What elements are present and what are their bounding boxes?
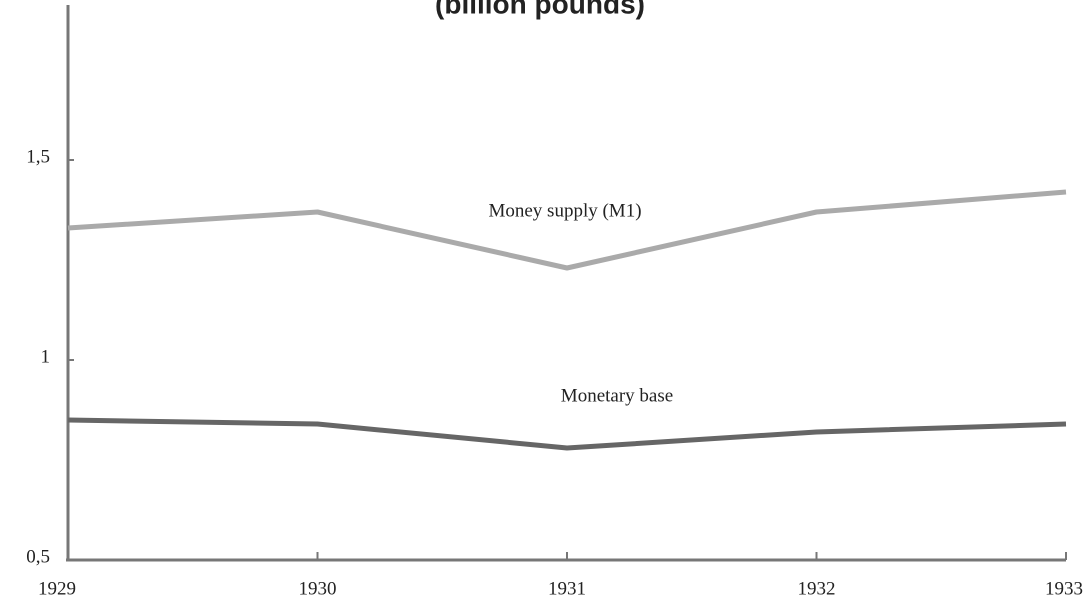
x-tick-label: 1929: [38, 578, 76, 599]
x-tick-label: 1933: [1045, 578, 1083, 599]
series-label: Monetary base: [561, 385, 673, 406]
x-tick-label: 1930: [299, 578, 337, 599]
series-line: [67, 417, 1067, 451]
x-tick-label: 1931: [548, 578, 586, 599]
series-line: [67, 189, 1067, 271]
chart-title: (billion pounds): [435, 0, 645, 19]
y-tick-label: 1: [41, 346, 51, 367]
x-tick-label: 1932: [798, 578, 836, 599]
y-tick-label: 0,5: [26, 546, 50, 567]
series-label: Money supply (M1): [488, 200, 641, 221]
y-tick-label: 1,5: [26, 146, 50, 167]
